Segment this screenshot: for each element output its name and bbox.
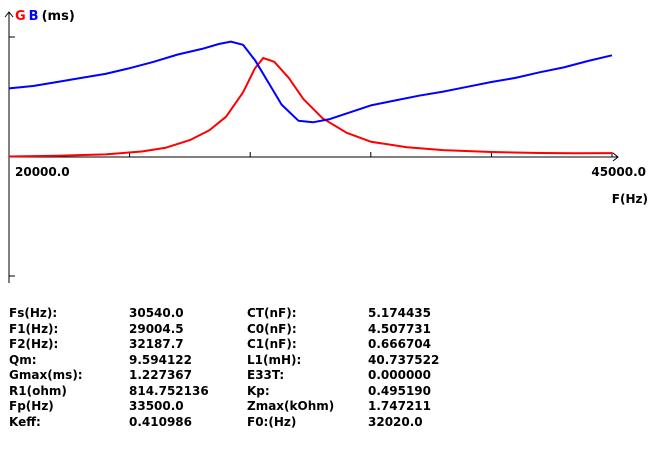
param-row: F2(Hz): 32187.7 C1(nF): 0.666704 bbox=[9, 337, 439, 353]
param-label: Fp(Hz) bbox=[9, 399, 54, 413]
param-value: 29004.5 bbox=[129, 321, 184, 336]
param-value: 33500.0 bbox=[129, 399, 184, 413]
legend-unit: (ms) bbox=[41, 9, 75, 24]
param-label: F2(Hz): bbox=[9, 337, 59, 351]
param-label: Kp: bbox=[247, 383, 270, 398]
parameter-table: Fs(Hz): 30540.0 CT(nF): 5.174435 F1(Hz):… bbox=[9, 306, 439, 430]
param-row: Fp(Hz) 33500.0 Zmax(kOhm) 1.747211 bbox=[9, 399, 439, 415]
param-label: C0(nF): bbox=[247, 321, 297, 336]
chart-legend: G B (ms) bbox=[15, 9, 75, 25]
param-value: 9.594122 bbox=[129, 352, 193, 367]
param-label: L1(mH): bbox=[247, 352, 302, 367]
param-label: E33T: bbox=[247, 368, 285, 382]
param-label: F1(Hz): bbox=[9, 321, 59, 336]
param-value: 32020.0 bbox=[368, 414, 423, 429]
param-label: C1(nF): bbox=[247, 337, 297, 351]
x-tick-label-min: 20000.0 bbox=[15, 165, 70, 179]
y-axis-arrow-icon bbox=[4, 11, 14, 18]
param-value: 0.666704 bbox=[368, 337, 432, 351]
param-row: Keff: 0.410986 F0:(Hz) 32020.0 bbox=[9, 415, 439, 431]
chart-plot-area bbox=[8, 40, 613, 158]
param-label: CT(nF): bbox=[247, 306, 297, 320]
x-axis-label: F(Hz) bbox=[611, 192, 648, 206]
series-line-b bbox=[8, 40, 613, 124]
param-row: Qm: 9.594122 L1(mH): 40.737522 bbox=[9, 353, 439, 369]
param-row: Gmax(ms): 1.227367 E33T: 0.000000 bbox=[9, 368, 439, 384]
param-value: 1.227367 bbox=[129, 368, 193, 382]
param-value: 814.752136 bbox=[129, 383, 209, 398]
param-value: 1.747211 bbox=[368, 399, 432, 413]
param-value: 0.000000 bbox=[368, 368, 432, 382]
legend-g-label: G bbox=[15, 9, 26, 24]
param-value: 0.495190 bbox=[368, 383, 432, 398]
param-value: 0.410986 bbox=[129, 414, 193, 429]
param-label: Qm: bbox=[9, 352, 37, 367]
param-label: Zmax(kOhm) bbox=[247, 399, 335, 413]
param-value: 30540.0 bbox=[129, 306, 184, 320]
param-value: 32187.7 bbox=[129, 337, 184, 351]
param-value: 40.737522 bbox=[368, 352, 440, 367]
param-label: Keff: bbox=[9, 414, 41, 429]
param-row: R1(ohm) 814.752136 Kp: 0.495190 bbox=[9, 384, 439, 400]
param-row: F1(Hz): 29004.5 C0(nF): 4.507731 bbox=[9, 322, 439, 338]
impedance-chart bbox=[4, 11, 619, 283]
series-line-g bbox=[8, 57, 613, 158]
param-label: R1(ohm) bbox=[9, 383, 67, 398]
param-row: Fs(Hz): 30540.0 CT(nF): 5.174435 bbox=[9, 306, 439, 322]
param-value: 5.174435 bbox=[368, 306, 432, 320]
param-value: 4.507731 bbox=[368, 321, 432, 336]
chart-axes bbox=[4, 11, 619, 283]
param-label: Fs(Hz): bbox=[9, 306, 58, 320]
param-label: Gmax(ms): bbox=[9, 368, 83, 382]
x-axis-arrow-icon bbox=[612, 152, 619, 162]
legend-b-label: B bbox=[28, 9, 39, 24]
param-label: F0:(Hz) bbox=[247, 414, 297, 429]
x-tick-label-max: 45000.0 bbox=[591, 165, 646, 179]
